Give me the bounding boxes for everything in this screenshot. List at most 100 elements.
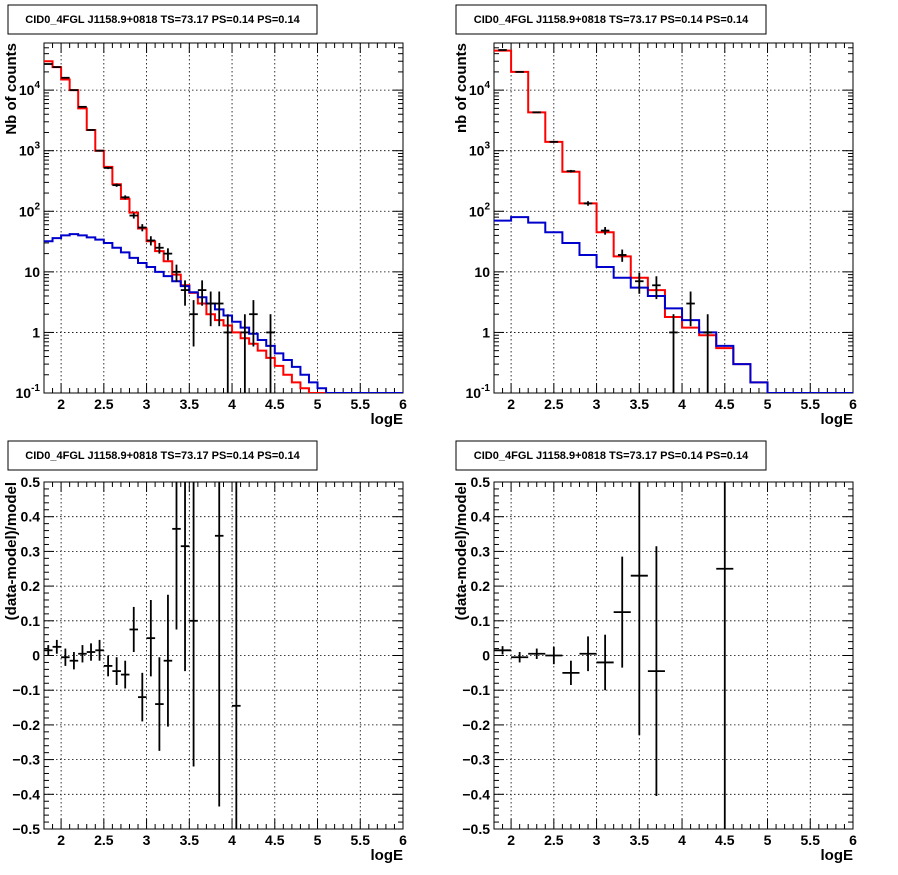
x-tick-label: 5 <box>764 396 772 412</box>
y-tick-label: 0 <box>482 648 490 664</box>
x-tick-label: 2 <box>57 832 65 848</box>
x-tick-label: 4.5 <box>265 396 285 412</box>
y-axis-title: (data-model)/model <box>3 482 20 620</box>
chart-title-box <box>455 440 767 471</box>
chart-title-box <box>7 4 318 35</box>
x-tick-label: 2.5 <box>544 832 564 848</box>
y-tick-label: −0.4 <box>12 786 40 802</box>
x-tick-label: 3 <box>593 396 601 412</box>
x-tick-label: 6 <box>399 832 407 848</box>
x-tick-label: 3 <box>593 832 601 848</box>
x-axis-title: logE <box>371 847 404 864</box>
gridlines <box>44 482 403 829</box>
x-tick-label: 4.5 <box>265 832 285 848</box>
x-tick-label: 2.5 <box>544 396 564 412</box>
y-tick-label: −0.5 <box>462 821 490 837</box>
x-tick-label: 4 <box>228 832 236 848</box>
y-tick-label: 102 <box>469 201 491 219</box>
x-tick-label: 3.5 <box>180 832 200 848</box>
axis-ticks <box>493 42 854 394</box>
x-tick-label: 5 <box>314 396 322 412</box>
data-layer <box>44 482 241 829</box>
x-tick-label: 2 <box>57 396 65 412</box>
x-tick-label: 5.5 <box>351 396 371 412</box>
model-total-histogram <box>44 60 403 393</box>
x-tick-label: 5 <box>764 832 772 848</box>
x-tick-label: 5.5 <box>351 832 371 848</box>
y-tick-label: 10-1 <box>16 383 41 401</box>
y-axis-title: (data-model)/model <box>453 482 470 620</box>
y-tick-label: 0.3 <box>471 543 491 559</box>
residuals-panel-left: 2 2.5 3 3.5 4 4.5 5 5.5 6 −0.5 −0.4 −0.3 −0.2 −0.1 0 0.… <box>3 440 407 864</box>
y-tick-label: 0.5 <box>471 474 491 490</box>
x-tick-label: 3.5 <box>630 832 650 848</box>
model-source-histogram <box>44 233 403 393</box>
y-tick-label: 104 <box>19 80 41 98</box>
y-tick-label: 104 <box>469 80 491 98</box>
y-tick-label: 0.5 <box>21 474 41 490</box>
data-layer <box>44 60 403 393</box>
axis-ticks <box>43 42 404 394</box>
y-tick-label: 10 <box>474 264 490 280</box>
x-tick-label: 6 <box>849 832 857 848</box>
y-tick-label: −0.2 <box>462 717 490 733</box>
y-tick-label: 0.2 <box>21 578 41 594</box>
data-layer <box>494 49 853 393</box>
y-tick-label: 102 <box>19 201 41 219</box>
axis-ticks <box>493 481 854 830</box>
y-tick-label: 103 <box>19 141 41 159</box>
y-tick-label: −0.2 <box>12 717 40 733</box>
x-tick-label: 4 <box>228 396 236 412</box>
x-tick-label: 6 <box>849 396 857 412</box>
chart-title: CID0_4FGL J1158.9+0818 TS=73.17 PS=0.14 … <box>25 14 300 26</box>
x-tick-label: 4.5 <box>715 396 735 412</box>
y-tick-label: 0.1 <box>471 613 491 629</box>
y-axis-title: Nb of counts <box>3 43 20 135</box>
counts-panel-left: 2 2.5 3 3.5 4 4.5 5 5.5 6 10-1 1 10 102 103 104 logE Nb … <box>3 4 407 428</box>
y-tick-label: 10-1 <box>466 383 491 401</box>
y-tick-label: −0.4 <box>462 786 490 802</box>
chart-title: CID0_4FGL J1158.9+0818 TS=73.17 PS=0.14 … <box>474 450 749 462</box>
x-axis-title: logE <box>821 847 854 864</box>
x-tick-label: 2 <box>507 396 515 412</box>
y-tick-label: 0 <box>32 648 40 664</box>
chart-title-box <box>455 4 767 35</box>
x-tick-label: 6 <box>399 396 407 412</box>
x-tick-label: 4 <box>678 396 686 412</box>
y-tick-label: −0.3 <box>12 752 40 768</box>
x-tick-label: 3 <box>143 396 151 412</box>
plot-frame <box>43 42 404 394</box>
y-tick-label: −0.1 <box>12 682 40 698</box>
chart-title: CID0_4FGL J1158.9+0818 TS=73.17 PS=0.14 … <box>25 450 300 462</box>
x-tick-label: 3.5 <box>630 396 650 412</box>
y-tick-label: 1 <box>32 324 40 340</box>
data-layer <box>494 482 734 829</box>
x-axis-title: logE <box>821 411 854 428</box>
x-tick-label: 2.5 <box>94 396 114 412</box>
chart-title-box <box>7 440 318 471</box>
y-tick-label: −0.3 <box>462 752 490 768</box>
y-tick-label: −0.5 <box>12 821 40 837</box>
x-tick-label: 5.5 <box>801 832 821 848</box>
y-tick-label: 10 <box>24 264 40 280</box>
y-axis-title: nb of counts <box>453 43 470 133</box>
x-tick-label: 3.5 <box>180 396 200 412</box>
y-tick-label: 0.4 <box>21 509 41 525</box>
y-tick-label: 0.3 <box>21 543 41 559</box>
gridlines <box>44 43 403 393</box>
chart-title: CID0_4FGL J1158.9+0818 TS=73.17 PS=0.14 … <box>474 14 749 26</box>
x-axis-title: logE <box>371 411 404 428</box>
x-tick-label: 5 <box>314 832 322 848</box>
x-tick-label: 4.5 <box>715 832 735 848</box>
x-tick-label: 5.5 <box>801 396 821 412</box>
y-tick-label: 0.1 <box>21 613 41 629</box>
y-tick-label: 0.4 <box>471 509 491 525</box>
residuals-panel-right: 2 2.5 3 3.5 4 4.5 5 5.5 6 −0.5 −0.4 −0.3 −0.2 −0.1 0 0.… <box>453 440 857 864</box>
y-tick-label: 103 <box>469 141 491 159</box>
counts-panel-right: 2 2.5 3 3.5 4 4.5 5 5.5 6 10-1 1 10 102 103 104 logE nb … <box>453 4 857 428</box>
y-tick-label: 0.2 <box>471 578 491 594</box>
x-tick-label: 2 <box>507 832 515 848</box>
x-tick-label: 3 <box>143 832 151 848</box>
y-tick-label: −0.1 <box>462 682 490 698</box>
